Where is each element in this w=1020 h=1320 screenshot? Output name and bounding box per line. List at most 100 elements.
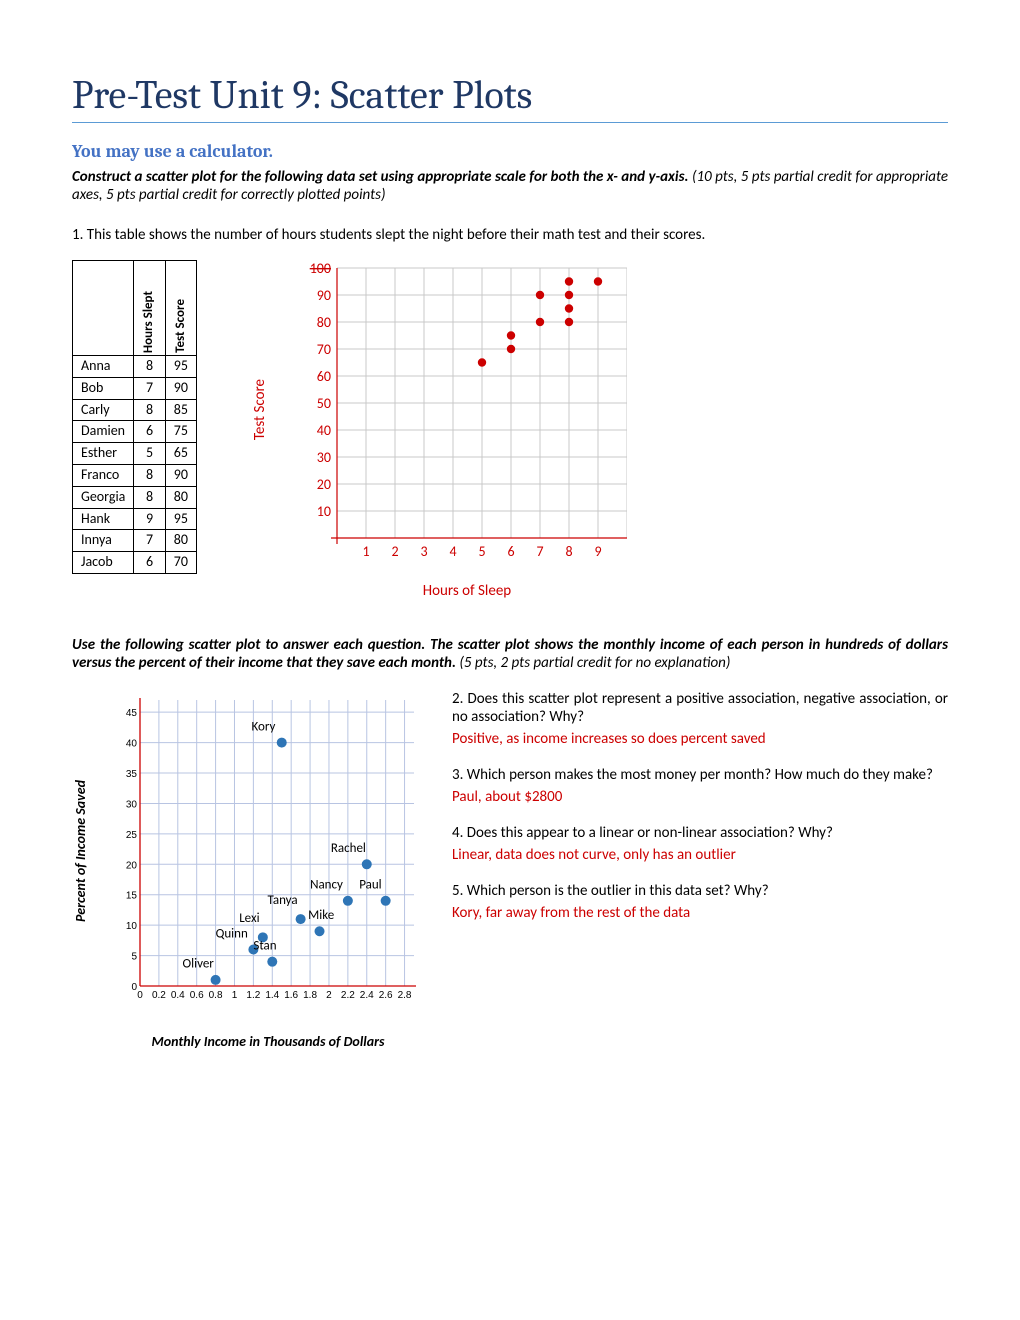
answer-2: Positive, as income increases so does pe… [452,730,948,748]
svg-text:70: 70 [317,341,331,358]
cell-score: 80 [165,530,196,552]
svg-text:100: 100 [310,260,331,277]
svg-text:6: 6 [507,543,514,560]
question-4: 4. Does this appear to a linear or non-l… [452,824,948,842]
cell-hours: 5 [134,443,165,465]
cell-hours: 6 [134,552,165,574]
question-5: 5. Which person is the outlier in this d… [452,882,948,900]
instruction-1-main: Construct a scatter plot for the followi… [72,168,689,186]
svg-text:Nancy: Nancy [310,878,343,893]
instruction-1: Construct a scatter plot for the followi… [72,168,948,204]
svg-text:Quinn: Quinn [216,926,248,941]
cell-score: 95 [165,508,196,530]
table-row: Damien675 [73,421,197,443]
table-row: Carly885 [73,399,197,421]
cell-score: 70 [165,552,196,574]
svg-text:Paul: Paul [359,878,381,893]
sleep-score-table: Hours Slept Test Score Anna895Bob790Carl… [72,260,197,574]
chart-1-xlabel: Hours of Sleep [307,582,627,600]
chart-1-ylabel: Test Score [251,260,269,560]
chart-1-svg: 100908070605040302010123456789 [307,260,627,560]
cell-name: Anna [73,356,134,378]
table-row: Jacob670 [73,552,197,574]
cell-name: Bob [73,377,134,399]
svg-text:40: 40 [126,739,138,750]
table-row: Innya780 [73,530,197,552]
svg-text:1.6: 1.6 [284,990,298,1001]
svg-text:15: 15 [126,891,138,902]
cell-hours: 7 [134,377,165,399]
answer-5: Kory, far away from the rest of the data [452,904,948,922]
instruction-2: Use the following scatter plot to answer… [72,636,948,672]
svg-text:1.2: 1.2 [246,990,260,1001]
svg-text:0.2: 0.2 [152,990,166,1001]
cell-hours: 8 [134,464,165,486]
cell-name: Georgia [73,486,134,508]
svg-text:1.8: 1.8 [303,990,317,1001]
answer-4: Linear, data does not curve, only has an… [452,846,948,864]
page: Pre-Test Unit 9: Scatter Plots You may u… [0,0,1020,1320]
table-row: Hank995 [73,508,197,530]
svg-text:4: 4 [449,543,456,560]
cell-hours: 8 [134,356,165,378]
svg-text:Rachel: Rachel [331,841,366,856]
chart-2-wrap: Percent of Income Saved 0510152025303540… [72,690,422,1050]
svg-text:8: 8 [565,543,572,560]
cell-name: Innya [73,530,134,552]
question-1: 1. This table shows the number of hours … [72,226,948,244]
cell-hours: 7 [134,530,165,552]
answer-3: Paul, about $2800 [452,788,948,806]
row-2: Percent of Income Saved 0510152025303540… [72,690,948,1050]
header-score: Test Score [165,261,196,356]
svg-text:1.4: 1.4 [265,990,279,1001]
svg-text:2.8: 2.8 [398,990,412,1001]
cell-score: 75 [165,421,196,443]
svg-text:Lexi: Lexi [239,911,259,926]
svg-text:80: 80 [317,314,331,331]
svg-text:30: 30 [126,799,138,810]
cell-score: 85 [165,399,196,421]
cell-hours: 8 [134,399,165,421]
cell-score: 80 [165,486,196,508]
svg-text:20: 20 [126,860,138,871]
calculator-note: You may use a calculator. [72,141,948,162]
svg-text:30: 30 [317,449,331,466]
svg-text:7: 7 [536,543,543,560]
cell-name: Hank [73,508,134,530]
svg-text:2.2: 2.2 [341,990,355,1001]
cell-name: Carly [73,399,134,421]
svg-text:0: 0 [137,990,143,1001]
chart-1: 100908070605040302010123456789 [307,260,627,560]
cell-score: 65 [165,443,196,465]
cell-name: Damien [73,421,134,443]
cell-score: 95 [165,356,196,378]
svg-text:5: 5 [478,543,485,560]
chart-2: 05101520253035404500.20.40.60.811.21.41.… [118,696,418,1006]
cell-name: Franco [73,464,134,486]
svg-text:25: 25 [126,830,138,841]
question-3: 3. Which person makes the most money per… [452,766,948,784]
svg-text:Tanya: Tanya [268,893,298,908]
svg-text:9: 9 [594,543,601,560]
page-title: Pre-Test Unit 9: Scatter Plots [72,72,948,118]
svg-text:2.6: 2.6 [379,990,393,1001]
svg-text:Kory: Kory [251,719,275,734]
svg-text:2: 2 [391,543,398,560]
chart-2-xlabel: Monthly Income in Thousands of Dollars [118,1033,418,1050]
chart-1-ylabel-text: Test Score [251,379,269,440]
chart-2-ylabel: Percent of Income Saved [72,696,89,1006]
title-rule [72,122,948,123]
svg-text:1: 1 [232,990,238,1001]
question-2: 2. Does this scatter plot represent a po… [452,690,948,726]
header-hours: Hours Slept [134,261,165,356]
cell-hours: 8 [134,486,165,508]
svg-text:0.4: 0.4 [171,990,185,1001]
svg-text:10: 10 [126,921,138,932]
table-row: Franco890 [73,464,197,486]
svg-text:2.4: 2.4 [360,990,374,1001]
header-score-label: Test Score [174,299,188,353]
svg-text:0.8: 0.8 [209,990,223,1001]
svg-text:60: 60 [317,368,331,385]
header-hours-label: Hours Slept [142,291,156,353]
table-row: Georgia880 [73,486,197,508]
